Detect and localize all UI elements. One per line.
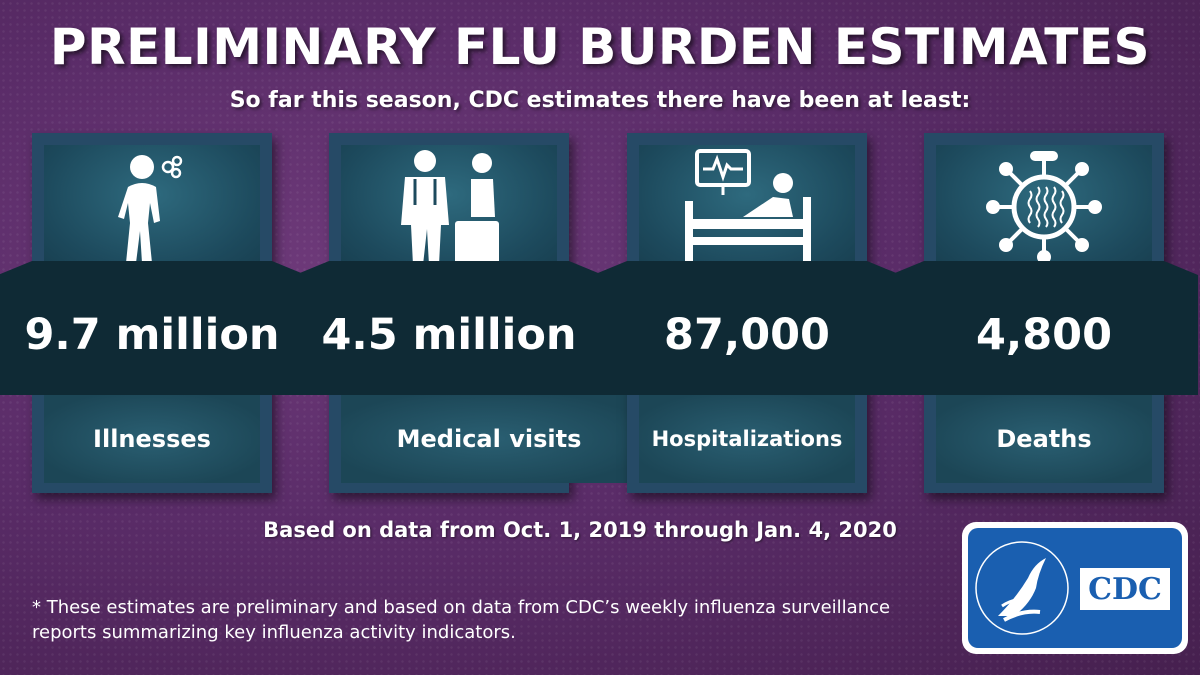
cdc-logo: CDC — [962, 522, 1188, 654]
stat-value: 9.7 million — [24, 310, 280, 360]
virus-icon — [936, 145, 1152, 269]
value-band: 4.5 million — [295, 261, 603, 395]
stat-value: 87,000 — [664, 310, 830, 360]
stat-label: Hospitalizations — [639, 395, 855, 483]
stat-card-deaths: 4,800 Deaths — [890, 133, 1198, 493]
stat-card-hospitalizations: 87,000 Hospitalizations — [593, 133, 901, 493]
hhs-seal-icon — [975, 541, 1069, 635]
data-date-range: Based on data from Oct. 1, 2019 through … — [263, 518, 897, 542]
page-title: PRELIMINARY FLU BURDEN ESTIMATES — [49, 18, 1151, 76]
stat-value: 4,800 — [975, 310, 1112, 360]
value-band: 87,000 — [593, 261, 901, 395]
stat-label: Medical visits — [341, 395, 637, 483]
stat-card-illnesses: 9.7 million Illnesses — [0, 133, 306, 493]
page-subtitle: So far this season, CDC estimates there … — [229, 88, 971, 113]
stat-card-medical-visits: 4.5 million Medical visits — [295, 133, 637, 493]
stat-label: Deaths — [936, 395, 1152, 483]
stat-label: Illnesses — [44, 395, 260, 483]
cdc-logo-panel: CDC — [968, 528, 1182, 648]
footnote: * These estimates are preliminary and ba… — [32, 597, 891, 644]
value-band: 4,800 — [890, 261, 1198, 395]
hospital-bed-icon — [639, 145, 855, 269]
value-band: 9.7 million — [0, 261, 306, 395]
sick-person-icon — [44, 145, 260, 269]
cdc-wordmark: CDC — [1080, 568, 1170, 610]
card-icon-area — [341, 145, 557, 269]
doctor-patient-icon — [341, 145, 557, 269]
stat-value: 4.5 million — [321, 310, 577, 360]
